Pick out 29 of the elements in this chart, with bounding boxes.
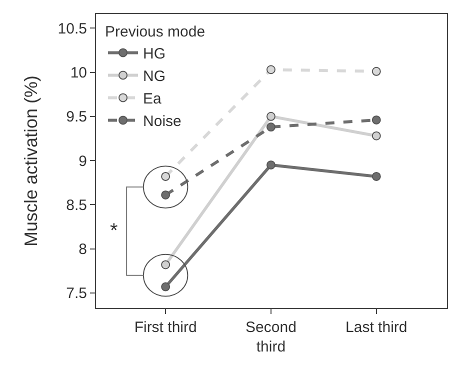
legend-title: Previous mode bbox=[105, 23, 206, 40]
x-tick-label: First third bbox=[134, 319, 197, 336]
point bbox=[266, 122, 276, 132]
point bbox=[372, 115, 381, 124]
y-tick-label: 8 bbox=[78, 241, 87, 258]
legend-label: Ea bbox=[143, 90, 162, 108]
point bbox=[161, 190, 170, 200]
y-tick-label: 10.5 bbox=[58, 20, 87, 38]
point bbox=[266, 112, 276, 121]
point bbox=[266, 160, 276, 170]
point bbox=[372, 131, 381, 140]
legend-label: NG bbox=[143, 68, 166, 86]
y-tick-label: 9 bbox=[78, 152, 87, 170]
point bbox=[266, 65, 276, 74]
x-tick-label: Last third bbox=[346, 319, 408, 336]
y-tick-label: 7.5 bbox=[66, 285, 87, 302]
legend-label: Noise bbox=[143, 113, 182, 130]
point bbox=[161, 172, 170, 181]
annotation: * bbox=[110, 220, 118, 242]
y-tick-label: 9.5 bbox=[66, 108, 87, 126]
y-axis-title: Muscle activation (%) bbox=[20, 75, 41, 247]
point bbox=[161, 282, 170, 292]
point bbox=[372, 172, 381, 181]
point bbox=[372, 66, 381, 76]
y-tick-label: 8.5 bbox=[66, 196, 87, 214]
y-tick-label: 10 bbox=[70, 64, 87, 82]
point bbox=[161, 260, 170, 270]
x-tick-label: Second third bbox=[246, 319, 296, 356]
legend-label: HG bbox=[143, 46, 166, 63]
